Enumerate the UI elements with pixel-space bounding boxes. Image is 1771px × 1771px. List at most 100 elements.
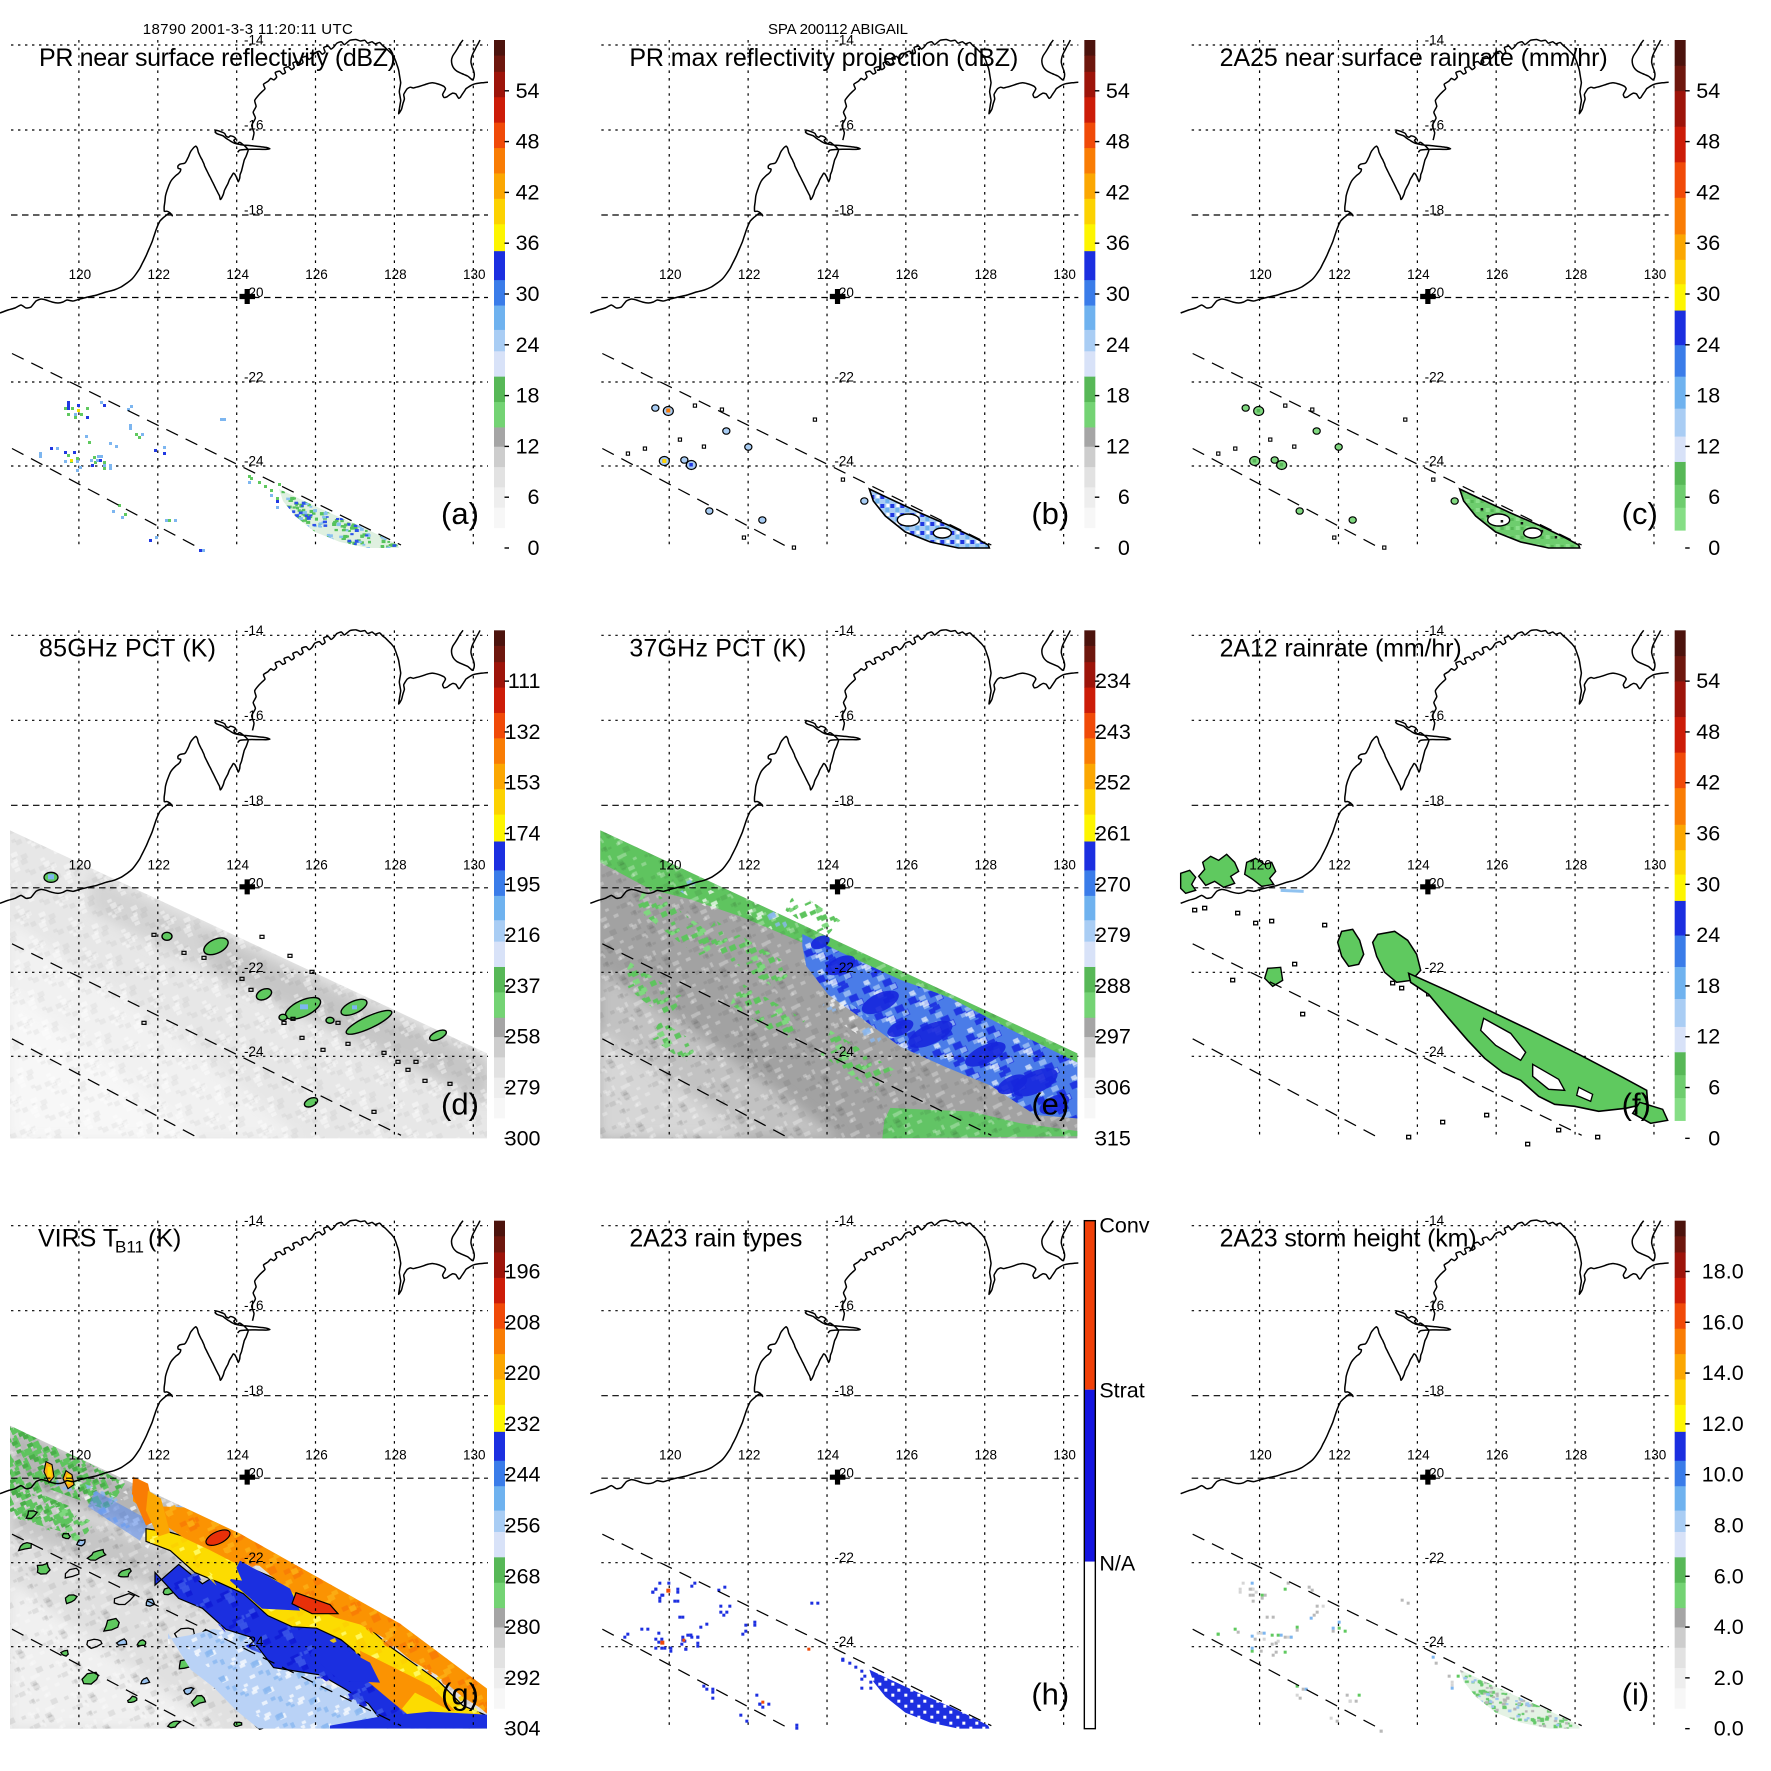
svg-text:42: 42 xyxy=(1696,180,1720,204)
svg-text:30: 30 xyxy=(1696,872,1720,896)
svg-text:30: 30 xyxy=(1106,282,1130,306)
svg-text:153: 153 xyxy=(505,771,541,795)
svg-text:128: 128 xyxy=(384,267,407,282)
svg-text:-24: -24 xyxy=(834,1044,854,1059)
svg-text:(e): (e) xyxy=(1031,1086,1069,1121)
svg-text:(i): (i) xyxy=(1622,1677,1650,1712)
svg-text:244: 244 xyxy=(505,1463,541,1487)
svg-text:-22: -22 xyxy=(834,960,854,975)
svg-text:12.0: 12.0 xyxy=(1702,1412,1744,1436)
svg-text:120: 120 xyxy=(69,1448,92,1463)
svg-text:(f): (f) xyxy=(1622,1086,1651,1121)
svg-text:10.0: 10.0 xyxy=(1702,1463,1744,1487)
svg-text:243: 243 xyxy=(1095,720,1131,744)
svg-text:-16: -16 xyxy=(834,118,854,133)
svg-text:124: 124 xyxy=(817,857,840,872)
svg-text:122: 122 xyxy=(1328,857,1351,872)
svg-text:128: 128 xyxy=(1565,857,1588,872)
svg-text:12: 12 xyxy=(1696,434,1720,458)
svg-text:(K): (K) xyxy=(148,1225,181,1253)
svg-text:-24: -24 xyxy=(1425,1044,1445,1059)
svg-text:270: 270 xyxy=(1095,872,1131,896)
svg-text:0: 0 xyxy=(528,536,540,560)
svg-text:N/A: N/A xyxy=(1099,1552,1136,1576)
svg-text:122: 122 xyxy=(148,1448,171,1463)
svg-text:-14: -14 xyxy=(834,33,854,48)
svg-text:315: 315 xyxy=(1095,1126,1131,1150)
svg-text:24: 24 xyxy=(516,333,540,357)
svg-text:18: 18 xyxy=(1106,384,1130,408)
svg-text:195: 195 xyxy=(505,872,541,896)
svg-text:0.0: 0.0 xyxy=(1714,1717,1744,1741)
svg-text:48: 48 xyxy=(516,130,540,154)
svg-text:111: 111 xyxy=(508,669,541,693)
svg-text:122: 122 xyxy=(738,267,761,282)
svg-text:300: 300 xyxy=(505,1126,541,1150)
svg-text:(b): (b) xyxy=(1031,496,1069,531)
svg-text:280: 280 xyxy=(505,1615,541,1639)
svg-text:128: 128 xyxy=(1565,1448,1588,1463)
svg-text:126: 126 xyxy=(1486,1448,1509,1463)
svg-text:6.0: 6.0 xyxy=(1714,1564,1744,1588)
svg-text:-22: -22 xyxy=(1425,960,1445,975)
svg-text:220: 220 xyxy=(505,1361,541,1385)
svg-text:2A23 storm height (km): 2A23 storm height (km) xyxy=(1220,1225,1477,1253)
svg-text:48: 48 xyxy=(1696,720,1720,744)
svg-text:124: 124 xyxy=(1407,267,1430,282)
svg-text:PR max reflectivity projection: PR max reflectivity projection (dBZ) xyxy=(629,44,1018,72)
svg-text:4.0: 4.0 xyxy=(1714,1615,1744,1639)
svg-text:304: 304 xyxy=(505,1717,541,1741)
svg-text:85GHz PCT (K): 85GHz PCT (K) xyxy=(39,634,216,662)
svg-text:126: 126 xyxy=(305,857,328,872)
svg-text:-18: -18 xyxy=(1425,793,1445,808)
svg-text:0: 0 xyxy=(1708,1126,1720,1150)
svg-text:124: 124 xyxy=(817,1448,840,1463)
svg-text:122: 122 xyxy=(1328,267,1351,282)
svg-text:18.0: 18.0 xyxy=(1702,1259,1744,1283)
svg-text:-14: -14 xyxy=(244,1213,264,1228)
svg-text:130: 130 xyxy=(463,1448,486,1463)
svg-text:130: 130 xyxy=(463,857,486,872)
svg-text:24: 24 xyxy=(1696,333,1720,357)
svg-text:2.0: 2.0 xyxy=(1714,1666,1744,1690)
svg-text:132: 132 xyxy=(505,720,541,744)
svg-text:37GHz PCT (K): 37GHz PCT (K) xyxy=(629,634,806,662)
svg-text:122: 122 xyxy=(148,857,171,872)
svg-text:232: 232 xyxy=(505,1412,541,1436)
svg-text:-24: -24 xyxy=(244,1634,264,1649)
svg-text:237: 237 xyxy=(505,974,541,998)
svg-text:-18: -18 xyxy=(244,793,264,808)
svg-text:6: 6 xyxy=(1118,485,1130,509)
svg-text:124: 124 xyxy=(226,267,249,282)
svg-text:6: 6 xyxy=(528,485,540,509)
svg-text:-14: -14 xyxy=(1425,623,1445,638)
svg-text:6: 6 xyxy=(1708,1076,1720,1100)
svg-text:(h): (h) xyxy=(1031,1677,1069,1712)
svg-text:-24: -24 xyxy=(244,454,264,469)
svg-text:18: 18 xyxy=(516,384,540,408)
svg-text:126: 126 xyxy=(305,1448,328,1463)
svg-text:120: 120 xyxy=(69,267,92,282)
svg-text:120: 120 xyxy=(1249,1448,1272,1463)
svg-text:122: 122 xyxy=(738,857,761,872)
svg-text:-14: -14 xyxy=(1425,1213,1445,1228)
svg-text:-16: -16 xyxy=(244,1298,264,1313)
svg-text:124: 124 xyxy=(1407,857,1430,872)
svg-text:126: 126 xyxy=(1486,857,1509,872)
svg-text:-22: -22 xyxy=(244,370,264,385)
svg-text:124: 124 xyxy=(1407,1448,1430,1463)
svg-text:120: 120 xyxy=(1249,267,1272,282)
svg-text:130: 130 xyxy=(1053,1448,1076,1463)
svg-text:196: 196 xyxy=(505,1259,541,1283)
svg-text:-16: -16 xyxy=(1425,118,1445,133)
svg-text:2A23 rain types: 2A23 rain types xyxy=(629,1225,802,1253)
svg-text:(c): (c) xyxy=(1622,496,1658,531)
svg-text:120: 120 xyxy=(69,857,92,872)
svg-text:54: 54 xyxy=(1696,669,1720,693)
svg-text:54: 54 xyxy=(516,79,540,103)
svg-text:-22: -22 xyxy=(1425,1550,1445,1565)
svg-text:-18: -18 xyxy=(244,203,264,218)
svg-text:268: 268 xyxy=(505,1564,541,1588)
svg-text:130: 130 xyxy=(463,267,486,282)
svg-text:-16: -16 xyxy=(1425,708,1445,723)
